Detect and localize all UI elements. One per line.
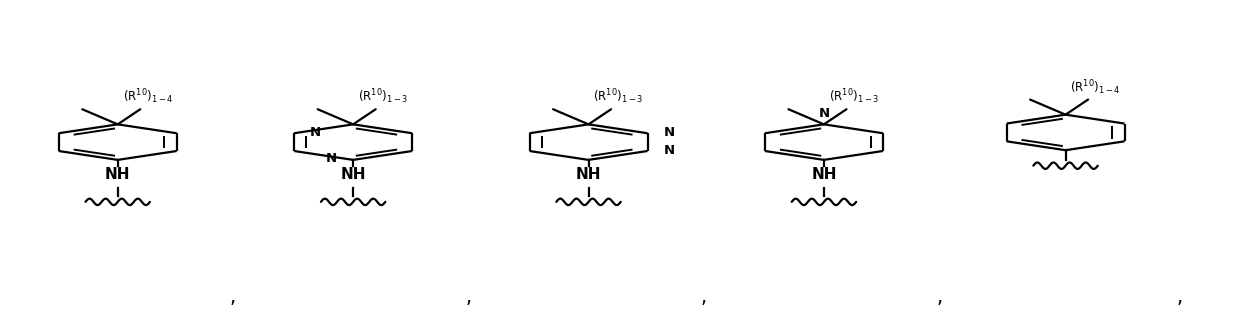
Text: NH: NH — [341, 167, 366, 182]
Text: NH: NH — [105, 167, 130, 182]
Text: (R$^{10}$)$_{1-4}$: (R$^{10}$)$_{1-4}$ — [123, 88, 173, 106]
Text: (R$^{10}$)$_{1-4}$: (R$^{10}$)$_{1-4}$ — [1070, 78, 1121, 97]
Text: NH: NH — [812, 167, 836, 182]
Text: (R$^{10}$)$_{1-3}$: (R$^{10}$)$_{1-3}$ — [358, 88, 409, 106]
Text: N: N — [310, 126, 321, 139]
Text: N: N — [664, 126, 675, 139]
Text: (R$^{10}$)$_{1-3}$: (R$^{10}$)$_{1-3}$ — [829, 88, 880, 106]
Text: ,: , — [937, 288, 942, 307]
Text: N: N — [326, 152, 337, 165]
Text: ,: , — [466, 288, 471, 307]
Text: ,: , — [701, 288, 706, 307]
Text: NH: NH — [576, 167, 601, 182]
Text: ,: , — [230, 288, 235, 307]
Text: ,: , — [1177, 288, 1182, 307]
Text: N: N — [819, 108, 829, 120]
Text: (R$^{10}$)$_{1-3}$: (R$^{10}$)$_{1-3}$ — [593, 88, 644, 106]
Text: N: N — [664, 143, 675, 157]
